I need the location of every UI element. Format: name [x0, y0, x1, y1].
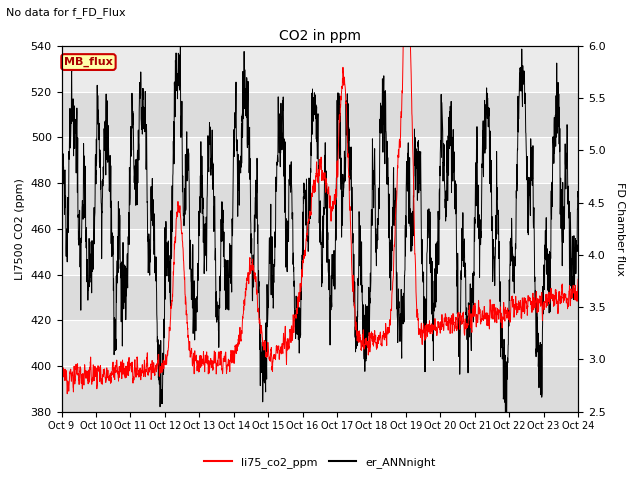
Bar	[61, 92, 578, 137]
Bar	[61, 137, 578, 183]
Bar	[61, 320, 578, 366]
Bar	[61, 183, 578, 229]
Bar	[61, 275, 578, 320]
Bar	[61, 229, 578, 275]
Bar	[61, 46, 578, 92]
Y-axis label: FD Chamber flux: FD Chamber flux	[615, 182, 625, 276]
Bar	[61, 366, 578, 412]
Legend: li75_co2_ppm, er_ANNnight: li75_co2_ppm, er_ANNnight	[200, 452, 440, 472]
Title: CO2 in ppm: CO2 in ppm	[279, 29, 361, 43]
Text: MB_flux: MB_flux	[64, 57, 113, 67]
Y-axis label: LI7500 CO2 (ppm): LI7500 CO2 (ppm)	[15, 178, 25, 280]
Text: No data for f_FD_Flux: No data for f_FD_Flux	[6, 7, 126, 18]
